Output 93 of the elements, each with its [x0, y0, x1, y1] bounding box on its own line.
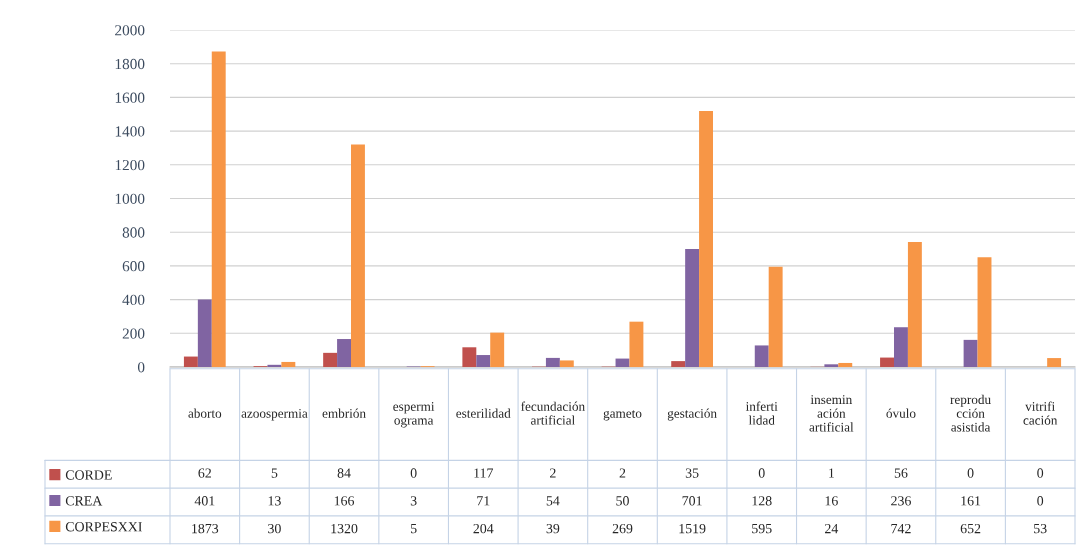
bar	[963, 339, 978, 367]
bar	[281, 361, 296, 367]
data-label: 16	[825, 496, 838, 506]
bar	[754, 345, 769, 367]
bar	[685, 248, 700, 367]
data-label: 1519	[679, 523, 706, 534]
data-label: 50	[616, 496, 629, 506]
x-tick-label: espermiograma	[393, 402, 435, 428]
data-label: 0	[758, 468, 765, 478]
x-tick-label: reproducción asistida	[950, 394, 991, 432]
data-label: 652	[960, 523, 981, 534]
data-label: 166	[334, 496, 355, 506]
data-label: 3	[410, 496, 417, 506]
x-tick-label: aborto	[188, 408, 222, 418]
bar	[337, 339, 351, 367]
data-label: 236	[891, 496, 911, 506]
bar	[907, 241, 922, 367]
data-label: 0	[410, 468, 417, 478]
bar	[838, 362, 853, 367]
data-label: 1320	[331, 523, 358, 534]
bar	[1047, 358, 1062, 367]
data-label: 30	[268, 523, 281, 534]
bar	[894, 327, 908, 367]
legend-label: CORDE	[65, 470, 112, 480]
bar	[824, 364, 839, 367]
bar	[768, 266, 783, 367]
legend-label: CORPESXXI	[65, 522, 142, 532]
data-label: 1873	[192, 523, 219, 534]
data-label: 161	[961, 496, 981, 506]
x-tick-label: gameto	[603, 410, 642, 421]
data-label: 0	[1037, 468, 1044, 478]
bar	[183, 356, 198, 367]
y-tick-label: 2000	[115, 25, 145, 36]
bar	[977, 257, 992, 367]
y-tick-label: 1000	[115, 193, 145, 204]
bar	[699, 111, 713, 367]
legend-label: CREA	[65, 496, 103, 506]
data-label: 56	[894, 468, 908, 478]
data-label: 5	[410, 524, 417, 534]
x-tick-label: esterilidad	[456, 408, 511, 418]
y-tick-label: 1600	[115, 92, 145, 103]
data-label: 5	[271, 468, 278, 478]
y-tick-label: 1800	[115, 58, 145, 70]
bar	[629, 321, 644, 367]
data-label: 84	[337, 468, 351, 478]
y-tick-label: 400	[122, 294, 145, 306]
data-label: 204	[473, 523, 494, 534]
data-label: 2	[619, 468, 626, 478]
data-label: 54	[546, 496, 560, 506]
data-label: 24	[825, 523, 839, 534]
x-tick-label: gestación	[667, 408, 717, 421]
x-tick-label: inseminación artificial	[809, 395, 854, 432]
bar	[323, 352, 338, 367]
data-label: 117	[474, 468, 494, 478]
data-label: 1	[829, 468, 834, 478]
x-tick-label: infertilidad	[745, 401, 778, 425]
y-tick-label: 0	[137, 362, 145, 373]
bar	[671, 361, 686, 367]
data-label: 0	[1037, 496, 1044, 506]
x-tick-label: óvulo	[886, 408, 916, 418]
data-label: 742	[891, 523, 911, 534]
data-label: 2	[550, 468, 556, 478]
x-tick-label: vitrificación	[1023, 401, 1058, 425]
data-label: 128	[752, 496, 772, 506]
bar	[490, 332, 505, 367]
data-label: 269	[612, 523, 633, 534]
bar	[559, 360, 574, 367]
bar	[351, 144, 365, 367]
y-tick-label: 1400	[115, 126, 145, 137]
y-tick-label: 800	[122, 227, 145, 238]
y-tick-label: 200	[122, 328, 145, 339]
y-tick-label: 600	[122, 261, 145, 272]
bar	[267, 364, 282, 367]
bar	[545, 357, 560, 367]
data-label: 53	[1034, 523, 1047, 534]
data-label: 35	[685, 468, 699, 478]
data-label: 39	[546, 523, 560, 534]
bar	[197, 299, 212, 367]
y-tick-label: 1200	[115, 159, 145, 171]
x-tick-label: azoospermia	[241, 408, 308, 421]
data-label: 62	[198, 468, 211, 478]
data-label: 71	[477, 496, 490, 506]
bar	[880, 357, 894, 367]
x-tick-label: fecundación artificial	[521, 401, 585, 425]
data-label: 0	[967, 468, 974, 478]
bar	[476, 355, 491, 367]
x-tick-label: embrión	[322, 408, 366, 418]
data-label: 595	[752, 523, 772, 534]
data-label: 13	[268, 496, 281, 506]
bar	[462, 347, 477, 367]
data-label: 401	[194, 496, 215, 506]
bar	[211, 51, 226, 367]
data-label: 701	[682, 496, 702, 506]
